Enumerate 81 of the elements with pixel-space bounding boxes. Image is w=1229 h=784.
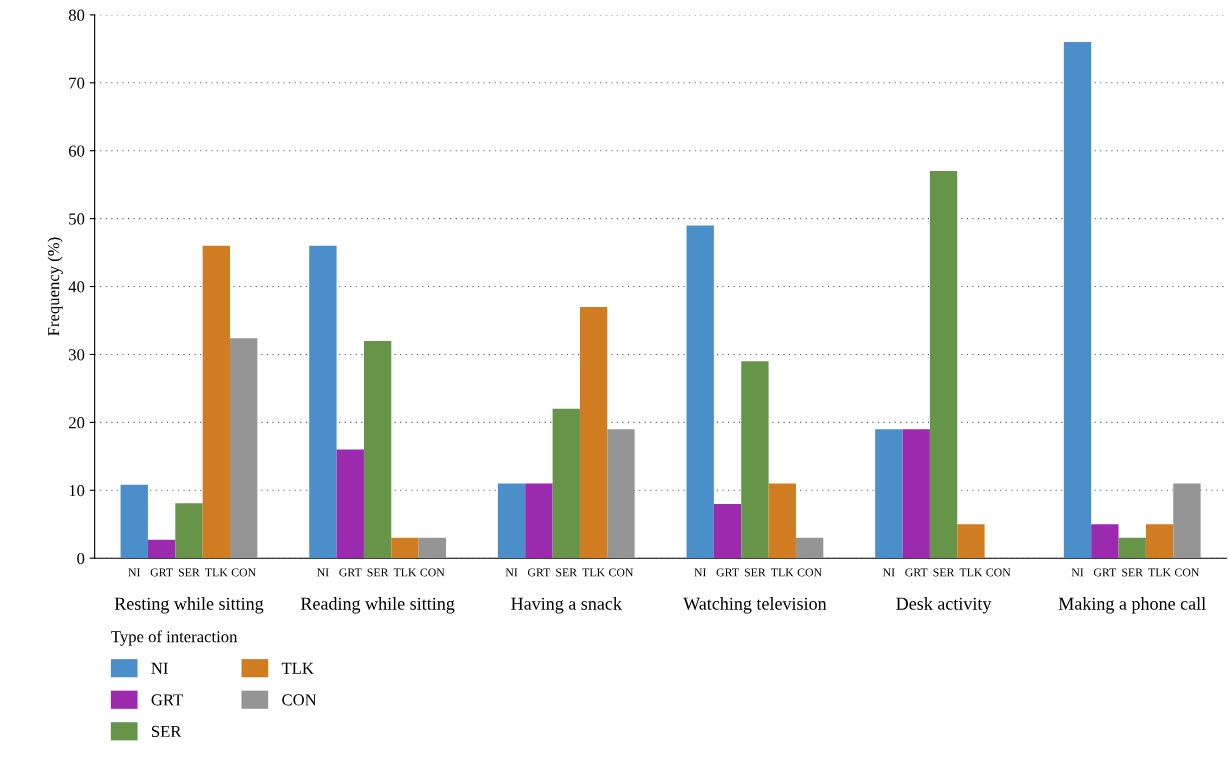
text: CON <box>797 568 822 577</box>
bar <box>497 483 526 559</box>
x-tick-label: Resting while sitting <box>114 597 264 614</box>
bar <box>686 225 714 559</box>
text: SER <box>933 568 955 577</box>
bar <box>875 429 903 559</box>
bar <box>1091 524 1119 559</box>
y-tick-label: 40 <box>68 281 85 293</box>
bar <box>741 361 769 559</box>
bar <box>579 306 608 559</box>
bar <box>795 537 824 559</box>
text: CON <box>986 568 1011 577</box>
y-tick-label: 70 <box>69 77 85 89</box>
text: TLK <box>582 568 605 577</box>
text: NI <box>505 568 518 577</box>
x-tick-label: Desk activity <box>896 597 992 614</box>
x-tick-label: Having a snack <box>511 597 622 614</box>
text: NI <box>317 568 329 577</box>
text: SER <box>1122 568 1144 577</box>
bar <box>147 539 176 559</box>
text: SER <box>178 568 200 577</box>
legend-label: NI <box>151 662 168 674</box>
bar <box>1145 524 1174 559</box>
bar <box>607 429 635 559</box>
legend-label: GRT <box>151 694 183 706</box>
legend-label: TLK <box>281 662 314 674</box>
text: SER <box>744 568 766 577</box>
bar <box>929 171 958 559</box>
bar <box>309 245 337 559</box>
bar <box>525 483 553 559</box>
bar <box>391 537 419 559</box>
bar <box>120 484 148 559</box>
bar <box>1173 483 1201 559</box>
text: CON <box>1174 568 1200 577</box>
bar <box>418 537 446 559</box>
legend-label: SER <box>151 725 182 738</box>
y-tick-label: 60 <box>68 145 85 157</box>
text: NI <box>128 568 141 577</box>
bar <box>768 483 796 559</box>
text: TLK <box>393 568 417 577</box>
text: TLK <box>1148 568 1171 577</box>
bar <box>713 503 742 559</box>
y-tick-label: 30 <box>69 349 85 361</box>
text: GRT <box>905 568 928 577</box>
legend-label: CON <box>282 694 317 706</box>
y-tick-label: 20 <box>68 417 85 429</box>
text: GRT <box>1093 568 1117 577</box>
text: SER <box>367 568 389 577</box>
text: TLK <box>205 568 228 577</box>
x-tick-label: Watching television <box>683 597 827 614</box>
bar <box>363 340 392 559</box>
text: SER <box>556 568 578 577</box>
text: NI <box>694 568 707 577</box>
text: GRT <box>716 568 739 577</box>
y-tick-label: 0 <box>77 552 85 565</box>
text: NI <box>882 568 895 577</box>
y-tick-label: 10 <box>69 484 85 497</box>
bar <box>1063 42 1092 559</box>
y-tick-label: 80 <box>68 9 85 21</box>
bar <box>957 524 985 559</box>
bar <box>175 503 203 559</box>
bar <box>552 408 580 559</box>
text: NI <box>1071 568 1084 577</box>
text: CON <box>420 568 445 577</box>
y-axis-title: Frequency (%) <box>47 237 63 336</box>
legend-title: Type of interaction <box>111 630 238 646</box>
text: CON <box>231 568 256 577</box>
text: TLK <box>771 568 794 577</box>
bar <box>202 245 230 559</box>
text: GRT <box>339 568 362 577</box>
text: GRT <box>150 568 173 577</box>
bar <box>336 449 364 559</box>
text: CON <box>608 568 634 577</box>
y-tick-label: 50 <box>69 213 85 225</box>
bar <box>1118 537 1146 559</box>
text: TLK <box>959 568 983 577</box>
bar <box>229 338 258 559</box>
x-tick-label: Making a phone call <box>1058 597 1206 614</box>
x-tick-label: Reading while sitting <box>300 597 455 614</box>
text: GRT <box>527 568 551 577</box>
bar <box>902 429 930 559</box>
